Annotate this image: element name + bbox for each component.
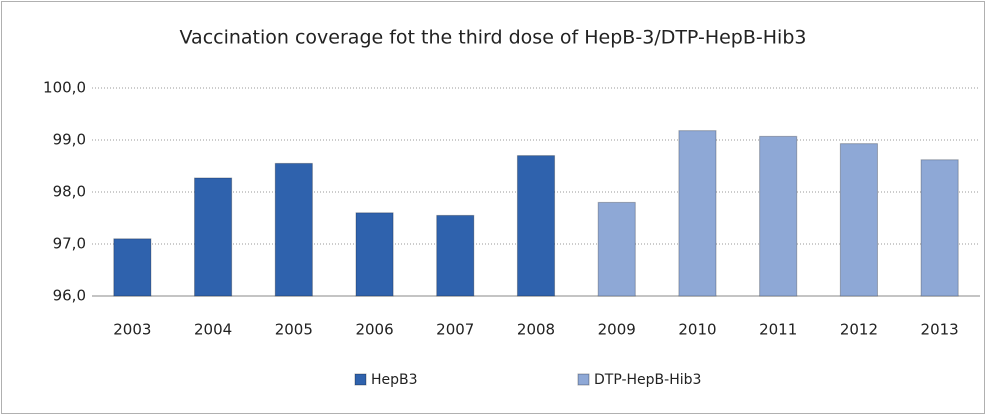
bar	[274, 162, 313, 297]
bar	[113, 238, 152, 297]
x-tick-label: 2004	[194, 321, 232, 339]
x-tick-label: 2006	[355, 321, 393, 339]
x-tick-label: 2008	[517, 321, 555, 339]
y-tick-label: 97,0	[53, 235, 86, 253]
bar	[194, 177, 233, 297]
bar	[678, 130, 717, 297]
x-tick-label: 2003	[113, 321, 151, 339]
x-tick-label: 2005	[275, 321, 313, 339]
bar	[920, 159, 959, 297]
legend-swatch	[577, 373, 590, 386]
y-tick-label: 100,0	[43, 79, 86, 97]
bar	[436, 214, 475, 297]
bar	[839, 143, 878, 297]
y-tick-label: 96,0	[53, 287, 86, 305]
bar	[759, 135, 798, 297]
x-tick-label: 2012	[840, 321, 878, 339]
bar	[355, 212, 394, 297]
bar	[516, 155, 556, 297]
chart-title: Vaccination coverage fot the third dose …	[180, 27, 807, 49]
x-tick-label: 2007	[436, 321, 474, 339]
bar	[597, 201, 636, 297]
y-tick-label: 98,0	[53, 183, 86, 201]
legend-label: HepB3	[371, 372, 418, 388]
x-tick-label: 2009	[598, 321, 636, 339]
y-tick-label: 99,0	[53, 131, 86, 149]
legend-label: DTP-HepB-Hib3	[594, 372, 701, 388]
x-tick-label: 2011	[759, 321, 797, 339]
legend-swatch	[354, 373, 367, 386]
x-tick-label: 2013	[921, 321, 959, 339]
x-tick-label: 2010	[678, 321, 716, 339]
